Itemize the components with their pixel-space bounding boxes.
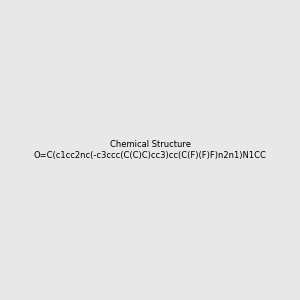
Text: Chemical Structure
O=C(c1cc2nc(-c3ccc(C(C)C)cc3)cc(C(F)(F)F)n2n1)N1CC: Chemical Structure O=C(c1cc2nc(-c3ccc(C(… <box>34 140 266 160</box>
